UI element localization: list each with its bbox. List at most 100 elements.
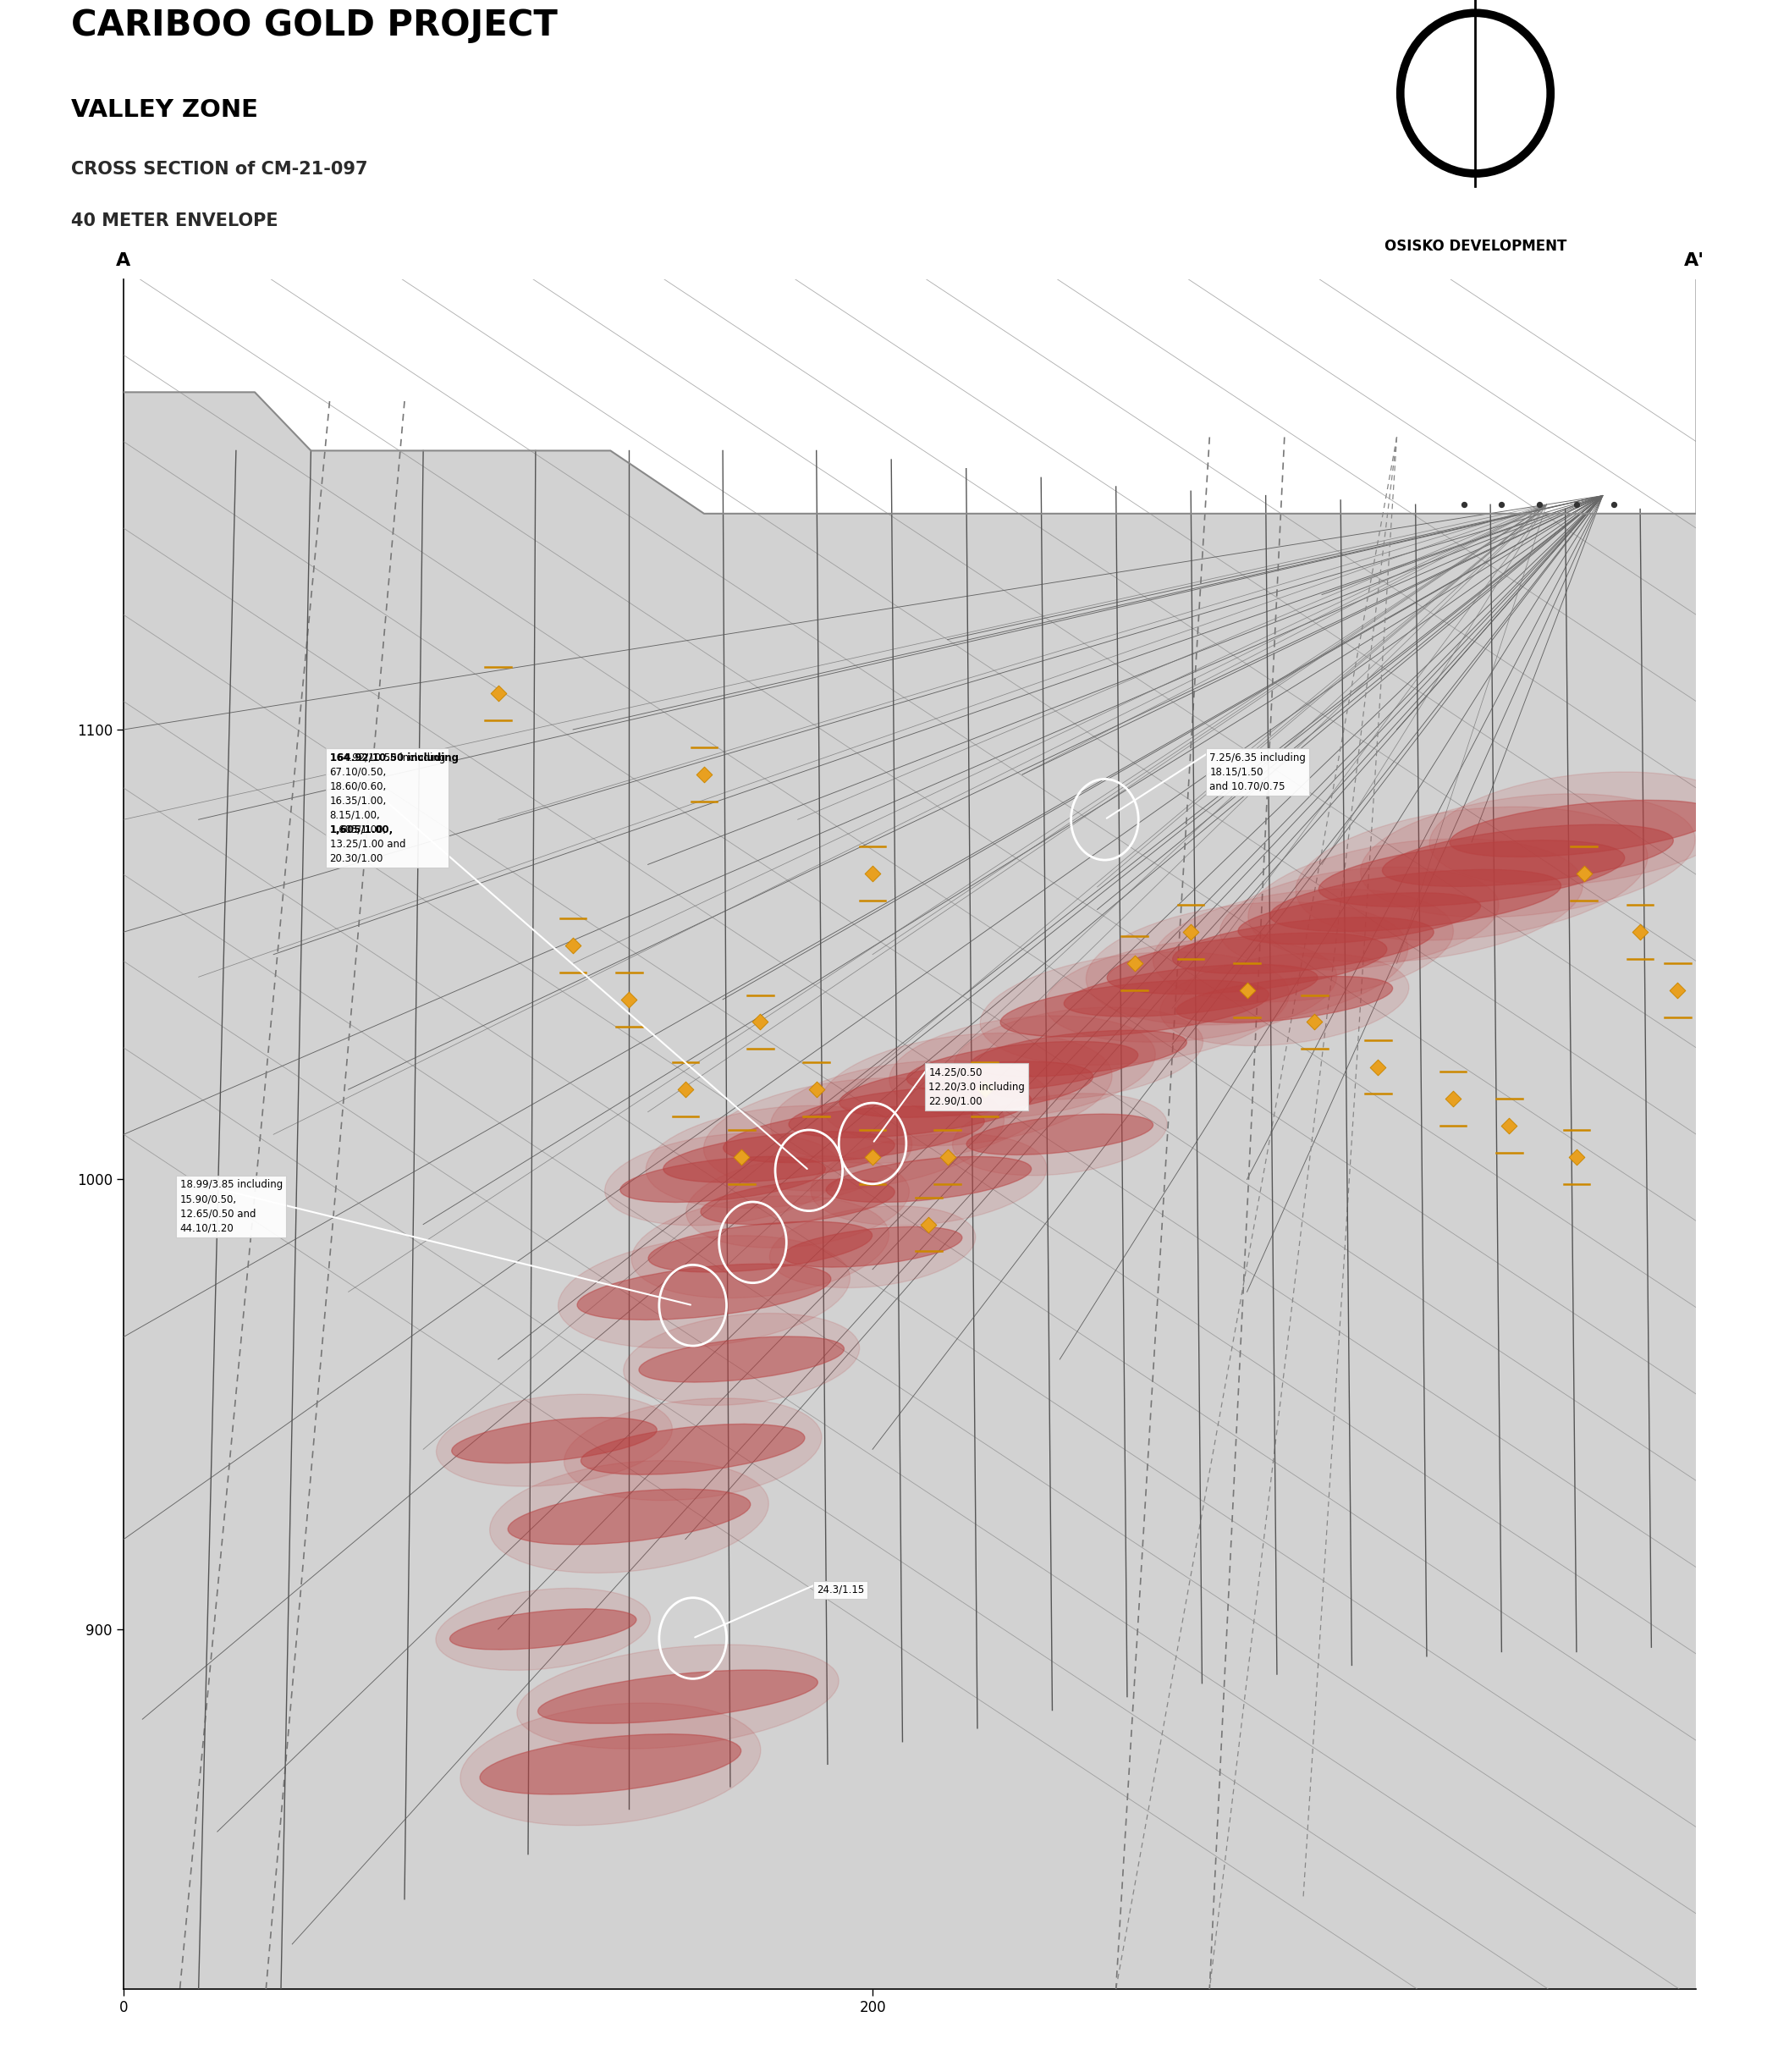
Point xyxy=(933,1140,961,1173)
Ellipse shape xyxy=(663,1131,894,1183)
Text: 40 METER ENVELOPE: 40 METER ENVELOPE xyxy=(71,213,277,230)
Ellipse shape xyxy=(889,1015,1156,1119)
Point xyxy=(1233,974,1262,1007)
Ellipse shape xyxy=(1361,794,1695,918)
Point xyxy=(1120,947,1149,980)
Ellipse shape xyxy=(451,1608,636,1649)
Point xyxy=(1562,1140,1590,1173)
Ellipse shape xyxy=(1108,932,1387,995)
Ellipse shape xyxy=(954,1007,1203,1100)
Point xyxy=(1626,916,1654,949)
Ellipse shape xyxy=(981,951,1290,1065)
Ellipse shape xyxy=(640,1336,845,1382)
Ellipse shape xyxy=(1449,800,1718,858)
Text: 164.92/10.50 including
67.10/0.50,
18.60/0.60,
16.35/1.00,
8.15/1.00,
1,605/1.00: 164.92/10.50 including 67.10/0.50, 18.60… xyxy=(330,752,445,864)
Point xyxy=(615,982,643,1015)
Ellipse shape xyxy=(620,1156,825,1202)
Point xyxy=(802,1073,830,1106)
Point xyxy=(915,1208,944,1241)
Ellipse shape xyxy=(481,1734,740,1794)
Ellipse shape xyxy=(703,1077,1004,1191)
Text: 14.25/0.50
12.20/3.0 including
22.90/1.00: 14.25/0.50 12.20/3.0 including 22.90/1.0… xyxy=(929,1067,1025,1106)
Polygon shape xyxy=(124,280,1696,1989)
Ellipse shape xyxy=(770,1061,1050,1162)
Point xyxy=(1177,916,1205,949)
Ellipse shape xyxy=(604,1133,841,1225)
Text: A: A xyxy=(117,253,131,269)
Point xyxy=(859,1140,887,1173)
Ellipse shape xyxy=(1430,773,1739,885)
Point xyxy=(689,758,717,792)
Point xyxy=(1364,1051,1392,1084)
Text: A': A' xyxy=(1684,253,1703,269)
Ellipse shape xyxy=(967,1115,1154,1154)
Ellipse shape xyxy=(518,1645,839,1749)
Ellipse shape xyxy=(811,1133,1046,1225)
Point xyxy=(558,928,587,961)
Ellipse shape xyxy=(723,1106,984,1162)
Ellipse shape xyxy=(1064,963,1318,1017)
Ellipse shape xyxy=(701,1179,894,1225)
Text: 164.92/10.50 including: 164.92/10.50 including xyxy=(330,752,458,762)
Ellipse shape xyxy=(788,1086,1032,1138)
Ellipse shape xyxy=(459,1703,760,1825)
Ellipse shape xyxy=(820,1034,1111,1146)
Text: VALLEY ZONE: VALLEY ZONE xyxy=(71,99,258,122)
Ellipse shape xyxy=(564,1399,822,1500)
Ellipse shape xyxy=(1087,901,1408,1026)
Ellipse shape xyxy=(770,1206,975,1289)
Text: OSISKO DEVELOPMENT: OSISKO DEVELOPMENT xyxy=(1384,238,1567,255)
Text: 7.25/6.35 including
18.15/1.50
and 10.70/0.75: 7.25/6.35 including 18.15/1.50 and 10.70… xyxy=(1210,752,1306,792)
Polygon shape xyxy=(124,280,1696,514)
Text: 24.3/1.15: 24.3/1.15 xyxy=(816,1585,864,1595)
Text: CARIBOO GOLD PROJECT: CARIBOO GOLD PROJECT xyxy=(71,8,557,44)
Ellipse shape xyxy=(1000,980,1269,1036)
Ellipse shape xyxy=(1318,841,1624,908)
Ellipse shape xyxy=(436,1589,650,1670)
Ellipse shape xyxy=(1219,866,1498,970)
Ellipse shape xyxy=(1239,893,1481,945)
Ellipse shape xyxy=(537,1670,818,1724)
Ellipse shape xyxy=(970,1030,1187,1077)
Ellipse shape xyxy=(436,1394,671,1486)
Ellipse shape xyxy=(581,1423,804,1475)
Point xyxy=(728,1140,756,1173)
Text: 1,605/1.00,: 1,605/1.00, xyxy=(330,752,394,835)
Ellipse shape xyxy=(1270,870,1560,932)
Ellipse shape xyxy=(647,1106,912,1208)
Ellipse shape xyxy=(648,1222,873,1272)
Ellipse shape xyxy=(1173,918,1433,974)
Ellipse shape xyxy=(1044,939,1336,1042)
Point xyxy=(1301,1005,1329,1038)
Ellipse shape xyxy=(578,1264,830,1320)
Ellipse shape xyxy=(1248,839,1583,961)
Ellipse shape xyxy=(489,1461,769,1573)
Ellipse shape xyxy=(783,1227,961,1268)
Ellipse shape xyxy=(452,1417,657,1463)
Ellipse shape xyxy=(558,1235,850,1349)
Point xyxy=(1599,489,1627,522)
Point xyxy=(1562,489,1590,522)
Ellipse shape xyxy=(1295,806,1647,941)
Ellipse shape xyxy=(1154,889,1452,1003)
Point xyxy=(484,678,512,711)
Ellipse shape xyxy=(906,1042,1138,1092)
Point xyxy=(1438,1082,1467,1115)
Ellipse shape xyxy=(631,1196,889,1297)
Ellipse shape xyxy=(952,1094,1166,1175)
Ellipse shape xyxy=(686,1156,910,1247)
Ellipse shape xyxy=(1159,953,1408,1046)
Point xyxy=(1525,489,1553,522)
Point xyxy=(859,858,887,891)
Text: 18.99/3.85 including
15.90/0.50,
12.65/0.50 and
44.10/1.20: 18.99/3.85 including 15.90/0.50, 12.65/0… xyxy=(180,1179,283,1233)
Ellipse shape xyxy=(827,1156,1032,1202)
Point xyxy=(970,1073,998,1106)
Point xyxy=(1488,489,1516,522)
Ellipse shape xyxy=(1382,825,1673,887)
Ellipse shape xyxy=(1177,976,1392,1024)
Point xyxy=(1451,489,1479,522)
Point xyxy=(746,1005,774,1038)
Point xyxy=(1663,974,1691,1007)
Ellipse shape xyxy=(624,1314,859,1405)
Ellipse shape xyxy=(507,1490,751,1544)
